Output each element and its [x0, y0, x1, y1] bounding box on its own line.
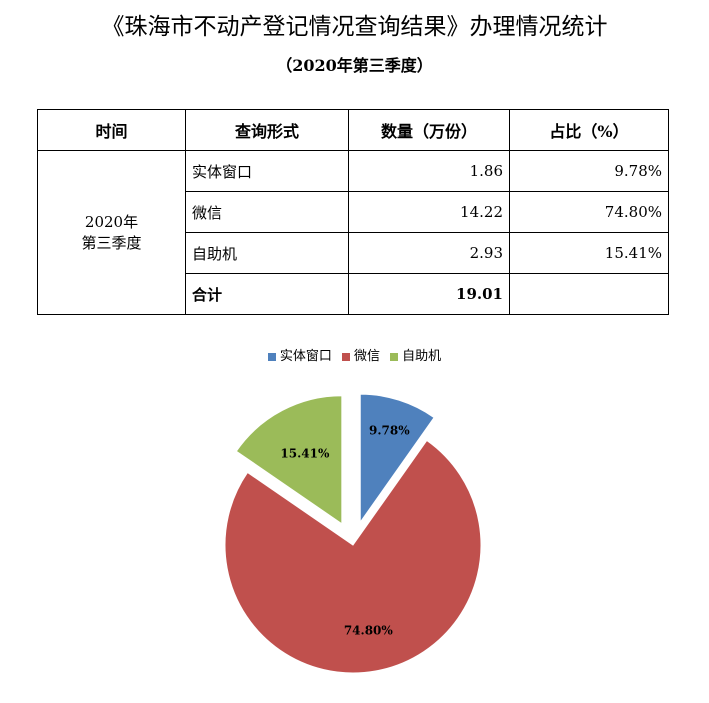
pie-label-window: 9.78% [369, 424, 410, 438]
table-row: 自助机 2.93 15.41% [38, 232, 669, 274]
period-line2: 第三季度 [81, 233, 142, 252]
page-subtitle: （2020年第三季度） [276, 56, 433, 75]
total-row: 合计 19.01 [38, 273, 669, 315]
share-cell: 15.41% [509, 232, 669, 274]
legend-swatch-window [267, 352, 276, 361]
legend-label-wechat: 微信 [353, 349, 380, 364]
period-cell: 2020年 第三季度 [37, 150, 186, 315]
column-header-share: 占比（%） [509, 109, 669, 151]
legend-label-window: 实体窗口 [279, 349, 332, 364]
count-cell: 2.93 [348, 232, 510, 274]
legend-item-window: 实体窗口 [267, 345, 332, 364]
pie-label-kiosk: 15.41% [280, 447, 330, 461]
statistics-table: 时间 查询形式 数量（万份） 占比（%） 2020年 第三季度 实体窗口 1.8… [37, 109, 669, 315]
legend-swatch-kiosk [390, 352, 399, 361]
query-type-cell: 微信 [185, 191, 349, 233]
query-type-cell: 自助机 [185, 232, 349, 274]
page-title: 《珠海市不动产登记情况查询结果》办理情况统计 [101, 14, 608, 40]
table-header-row: 时间 查询形式 数量（万份） 占比（%） [37, 109, 669, 151]
legend-swatch-wechat [341, 352, 350, 361]
total-share-cell [509, 273, 669, 315]
total-label-cell: 合计 [185, 273, 349, 315]
legend-label-kiosk: 自助机 [402, 349, 442, 364]
pie-slice-wechat [224, 439, 482, 674]
legend-item-kiosk: 自助机 [390, 345, 441, 364]
query-type-cell: 实体窗口 [185, 150, 349, 192]
pie-label-wechat: 74.80% [344, 624, 394, 638]
total-count-cell: 19.01 [348, 273, 510, 315]
legend-item-wechat: 微信 [341, 345, 380, 364]
pie-slice-kiosk [235, 395, 343, 525]
chart-legend: 实体窗口 微信 自助机 [0, 345, 709, 364]
table-row: 2020年 第三季度 实体窗口 1.86 9.78% [37, 150, 669, 315]
period-line1: 2020年 [84, 212, 139, 231]
pie-slice-window [359, 393, 435, 524]
share-cell: 9.78% [509, 150, 669, 192]
count-cell: 1.86 [348, 150, 510, 192]
table-row: 微信 14.22 74.80% [38, 191, 669, 233]
share-cell: 74.80% [509, 191, 669, 233]
